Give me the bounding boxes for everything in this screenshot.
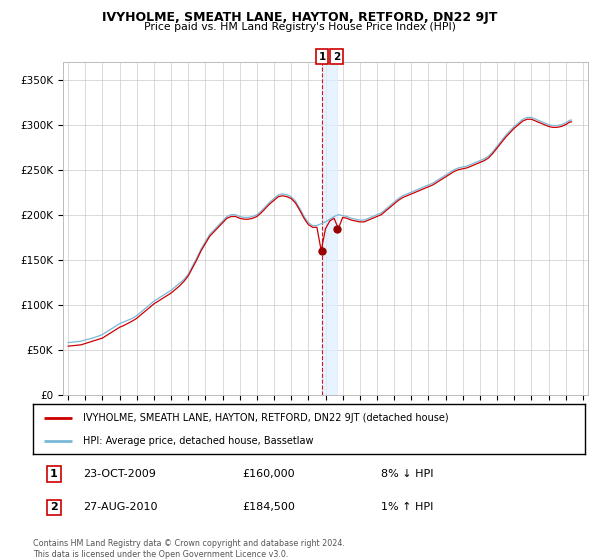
Text: 2: 2	[333, 52, 340, 62]
Text: IVYHOLME, SMEATH LANE, HAYTON, RETFORD, DN22 9JT (detached house): IVYHOLME, SMEATH LANE, HAYTON, RETFORD, …	[83, 413, 448, 423]
Text: 2: 2	[50, 502, 58, 512]
Text: IVYHOLME, SMEATH LANE, HAYTON, RETFORD, DN22 9JT: IVYHOLME, SMEATH LANE, HAYTON, RETFORD, …	[103, 11, 497, 24]
Text: 27-AUG-2010: 27-AUG-2010	[83, 502, 157, 512]
Text: 8% ↓ HPI: 8% ↓ HPI	[381, 469, 433, 479]
Text: Price paid vs. HM Land Registry's House Price Index (HPI): Price paid vs. HM Land Registry's House …	[144, 22, 456, 32]
Text: 1: 1	[50, 469, 58, 479]
Text: HPI: Average price, detached house, Bassetlaw: HPI: Average price, detached house, Bass…	[83, 436, 313, 446]
Text: 1: 1	[319, 52, 326, 62]
Text: £184,500: £184,500	[243, 502, 296, 512]
Text: Contains HM Land Registry data © Crown copyright and database right 2024.
This d: Contains HM Land Registry data © Crown c…	[33, 539, 345, 559]
Text: £160,000: £160,000	[243, 469, 295, 479]
Text: 1% ↑ HPI: 1% ↑ HPI	[381, 502, 433, 512]
Text: 23-OCT-2009: 23-OCT-2009	[83, 469, 155, 479]
Bar	[322, 62, 337, 395]
